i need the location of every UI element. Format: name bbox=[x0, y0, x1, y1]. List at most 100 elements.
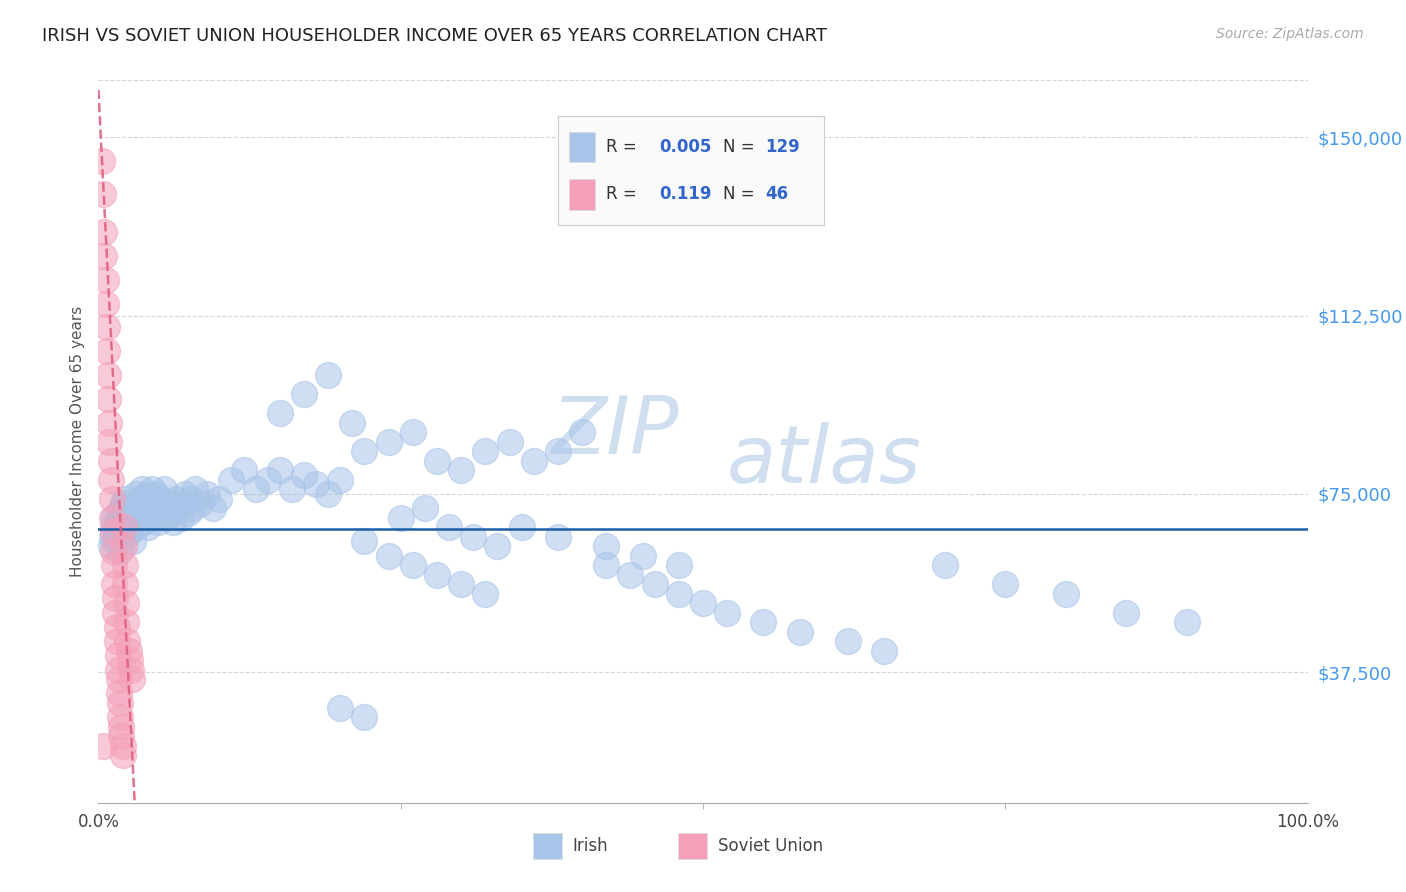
Point bbox=[110, 720, 132, 734]
Point bbox=[135, 487, 157, 501]
Point bbox=[112, 520, 135, 534]
Point bbox=[142, 510, 165, 524]
Point bbox=[353, 444, 375, 458]
Point bbox=[547, 444, 569, 458]
Point bbox=[463, 530, 485, 544]
Point bbox=[202, 501, 225, 516]
Point bbox=[190, 496, 212, 510]
Point bbox=[450, 577, 472, 591]
Point bbox=[177, 506, 200, 520]
Text: ZIP: ZIP bbox=[551, 393, 679, 471]
Point bbox=[108, 506, 131, 520]
Point bbox=[100, 539, 122, 553]
Point bbox=[120, 663, 142, 677]
Point bbox=[101, 544, 124, 558]
Point bbox=[91, 154, 114, 169]
Point bbox=[1054, 587, 1077, 601]
Point bbox=[108, 710, 131, 724]
Point bbox=[148, 501, 170, 516]
Point bbox=[157, 496, 180, 510]
Point bbox=[121, 672, 143, 686]
Point bbox=[104, 534, 127, 549]
Point bbox=[104, 591, 127, 606]
Point bbox=[716, 606, 738, 620]
Point bbox=[97, 368, 120, 382]
Point bbox=[115, 596, 138, 610]
Point bbox=[108, 672, 131, 686]
Point bbox=[162, 516, 184, 530]
Point bbox=[143, 496, 166, 510]
Point bbox=[108, 686, 131, 700]
Point bbox=[329, 473, 352, 487]
Point bbox=[160, 506, 183, 520]
Point bbox=[101, 520, 124, 534]
Point bbox=[155, 510, 177, 524]
Point bbox=[96, 344, 118, 359]
Point bbox=[134, 506, 156, 520]
Point bbox=[402, 558, 425, 573]
Point bbox=[127, 510, 149, 524]
Point bbox=[595, 539, 617, 553]
Point bbox=[115, 491, 138, 506]
Point bbox=[837, 634, 859, 648]
Point bbox=[426, 453, 449, 467]
Point bbox=[450, 463, 472, 477]
Point bbox=[98, 434, 121, 449]
Point bbox=[107, 663, 129, 677]
Point bbox=[118, 643, 141, 657]
Point bbox=[124, 496, 146, 510]
Point bbox=[129, 491, 152, 506]
Point bbox=[486, 539, 509, 553]
Point bbox=[117, 634, 139, 648]
Point bbox=[94, 296, 117, 310]
Point bbox=[96, 320, 118, 334]
Point bbox=[115, 615, 138, 630]
Point bbox=[91, 739, 114, 753]
Point bbox=[305, 477, 328, 491]
Point bbox=[100, 491, 122, 506]
Point bbox=[221, 473, 243, 487]
Y-axis label: Householder Income Over 65 years: Householder Income Over 65 years bbox=[69, 306, 84, 577]
Point bbox=[111, 748, 134, 763]
Point bbox=[165, 491, 187, 506]
Point bbox=[150, 491, 173, 506]
Point bbox=[141, 482, 163, 496]
Point bbox=[994, 577, 1017, 591]
Point bbox=[413, 501, 436, 516]
Point bbox=[101, 524, 124, 539]
Point bbox=[281, 482, 304, 496]
Point bbox=[98, 416, 121, 430]
Text: atlas: atlas bbox=[727, 422, 922, 500]
Point bbox=[100, 473, 122, 487]
Point bbox=[195, 487, 218, 501]
Point bbox=[105, 524, 128, 539]
Point bbox=[174, 487, 197, 501]
Point bbox=[136, 520, 159, 534]
Point bbox=[692, 596, 714, 610]
Point bbox=[547, 530, 569, 544]
Point bbox=[108, 696, 131, 710]
Point bbox=[523, 453, 546, 467]
Point bbox=[437, 520, 460, 534]
Point bbox=[571, 425, 593, 439]
Point bbox=[122, 534, 145, 549]
Point bbox=[269, 463, 291, 477]
Point bbox=[138, 501, 160, 516]
Point bbox=[1175, 615, 1198, 630]
Point bbox=[105, 634, 128, 648]
Point bbox=[474, 444, 496, 458]
Point bbox=[389, 510, 412, 524]
Point bbox=[342, 416, 364, 430]
Point bbox=[169, 510, 191, 524]
Point bbox=[292, 467, 315, 482]
Point bbox=[112, 520, 135, 534]
Point bbox=[510, 520, 533, 534]
Point bbox=[619, 567, 641, 582]
Point bbox=[118, 653, 141, 667]
Point bbox=[103, 577, 125, 591]
Point bbox=[97, 392, 120, 406]
Point bbox=[146, 516, 169, 530]
Point bbox=[93, 226, 115, 240]
Point bbox=[132, 516, 155, 530]
Point bbox=[143, 506, 166, 520]
